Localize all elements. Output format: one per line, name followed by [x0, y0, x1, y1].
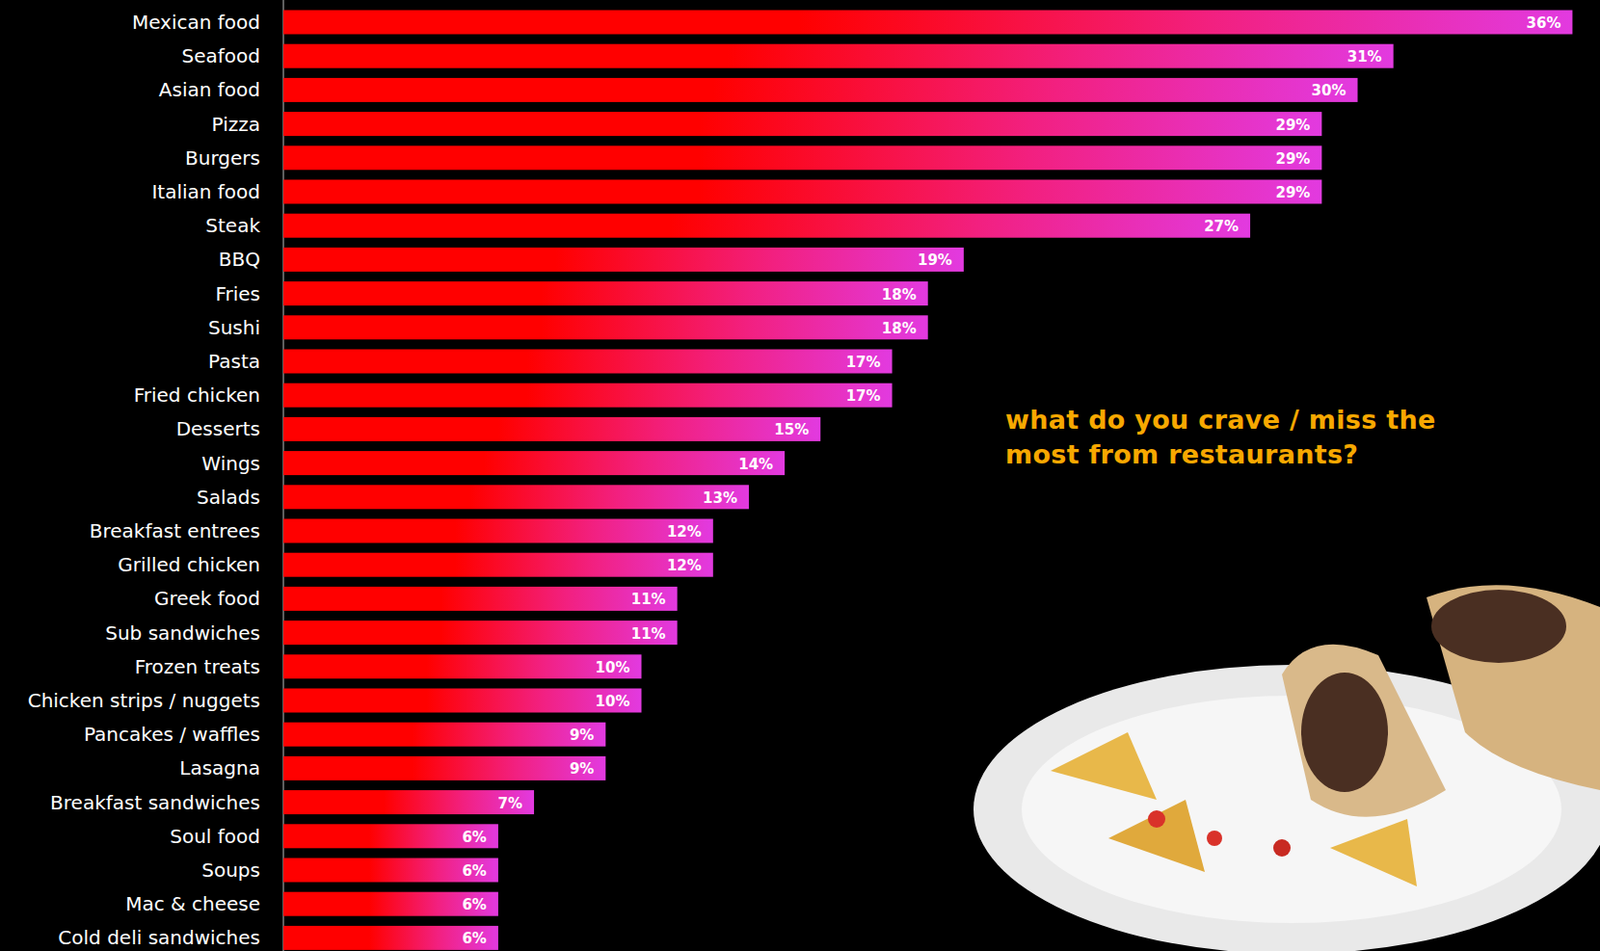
data-label: 19% — [917, 251, 953, 269]
bar — [283, 349, 893, 374]
category-label: Italian food — [151, 180, 261, 204]
bar — [283, 383, 893, 408]
data-label: 17% — [846, 353, 881, 372]
category-label: Pasta — [208, 349, 261, 374]
bar — [283, 790, 534, 815]
bar — [283, 824, 499, 849]
bar — [283, 78, 1359, 103]
data-label: 12% — [666, 557, 702, 575]
data-label: 18% — [881, 320, 917, 338]
chip — [1108, 800, 1205, 873]
category-label: Fries — [214, 282, 261, 306]
labels: Mexican food 36% Seafood 31% Asian food 30% Pi… — [27, 10, 1562, 950]
category-label: Breakfast entrees — [89, 519, 261, 543]
bar — [283, 689, 642, 714]
bar — [283, 247, 964, 272]
data-label: 6% — [461, 896, 486, 914]
tomato — [1147, 810, 1166, 828]
bar — [283, 213, 1251, 239]
data-label: 30% — [1311, 81, 1347, 100]
bar — [283, 315, 929, 340]
data-label: 13% — [702, 489, 738, 507]
category-label: Mac & cheese — [125, 892, 261, 916]
bar — [283, 417, 821, 442]
category-label: Frozen treats — [134, 655, 261, 679]
data-label: 14% — [738, 455, 774, 474]
category-label: Seafood — [182, 44, 261, 68]
bar — [283, 858, 499, 883]
data-label: 17% — [846, 387, 881, 405]
chart-title: what do you crave / miss the most from r… — [1005, 402, 1497, 473]
bar — [283, 892, 499, 917]
bar — [283, 451, 785, 476]
category-label: Greek food — [154, 586, 261, 611]
data-label: 11% — [631, 625, 667, 643]
data-label: 6% — [461, 930, 486, 948]
category-label: Pizza — [212, 112, 261, 136]
tomato — [1273, 839, 1291, 857]
category-label: BBQ — [218, 247, 261, 271]
category-label: Desserts — [176, 417, 261, 441]
data-label: 9% — [569, 726, 594, 745]
category-label: Grilled chicken — [117, 553, 261, 577]
category-label: Pancakes / waffles — [83, 722, 261, 747]
burrito-filling — [1301, 672, 1388, 793]
data-label: 18% — [881, 286, 917, 304]
category-label: Lasagna — [179, 756, 261, 780]
data-label: 29% — [1275, 150, 1310, 168]
bar — [283, 484, 749, 509]
data-label: 29% — [1275, 184, 1310, 202]
burrito-filling — [1431, 589, 1567, 664]
bar — [283, 722, 606, 747]
chip — [1330, 819, 1417, 887]
bar — [283, 654, 642, 679]
tomato — [1206, 830, 1223, 847]
data-label: 15% — [773, 421, 809, 439]
data-label: 27% — [1203, 217, 1239, 236]
chip — [1050, 732, 1157, 800]
burrito — [1281, 644, 1446, 818]
plate-illustration — [973, 585, 1600, 951]
data-label: 29% — [1275, 116, 1310, 134]
bar — [283, 44, 1394, 69]
data-label: 11% — [631, 590, 667, 609]
bar — [283, 111, 1322, 136]
data-label: 6% — [461, 862, 486, 880]
category-label: Sub sandwiches — [105, 621, 261, 645]
bars — [283, 10, 1573, 951]
data-label: 10% — [595, 693, 631, 711]
category-label: Fried chicken — [133, 383, 261, 407]
category-label: Salads — [196, 485, 261, 509]
bar — [283, 756, 606, 781]
data-label: 36% — [1526, 14, 1562, 32]
bar — [283, 10, 1573, 35]
chart: Mexican food 36% Seafood 31% Asian food 30% Pi… — [0, 0, 1600, 951]
burrito — [1426, 585, 1600, 791]
category-label: Burgers — [185, 146, 261, 170]
bar — [283, 180, 1322, 205]
data-label: 10% — [595, 659, 631, 677]
category-label: Sushi — [208, 316, 261, 340]
data-label: 12% — [666, 523, 702, 541]
data-label: 31% — [1347, 48, 1383, 66]
bar — [283, 620, 678, 645]
category-label: Cold deli sandwiches — [57, 926, 261, 950]
bar — [283, 553, 714, 578]
category-label: Wings — [201, 452, 261, 476]
bar — [283, 281, 929, 306]
bar — [283, 145, 1322, 170]
bar — [283, 926, 499, 951]
data-label: 6% — [461, 828, 486, 847]
category-label: Soul food — [169, 825, 261, 849]
category-label: Asian food — [159, 78, 261, 102]
data-label: 9% — [569, 760, 594, 778]
category-label: Chicken strips / nuggets — [27, 689, 261, 713]
category-label: Breakfast sandwiches — [50, 791, 261, 815]
category-label: Steak — [205, 213, 261, 238]
category-label: Soups — [201, 858, 261, 882]
bar — [283, 519, 714, 544]
data-label: 7% — [498, 795, 523, 813]
category-label: Mexican food — [132, 10, 261, 34]
bar — [283, 586, 678, 612]
